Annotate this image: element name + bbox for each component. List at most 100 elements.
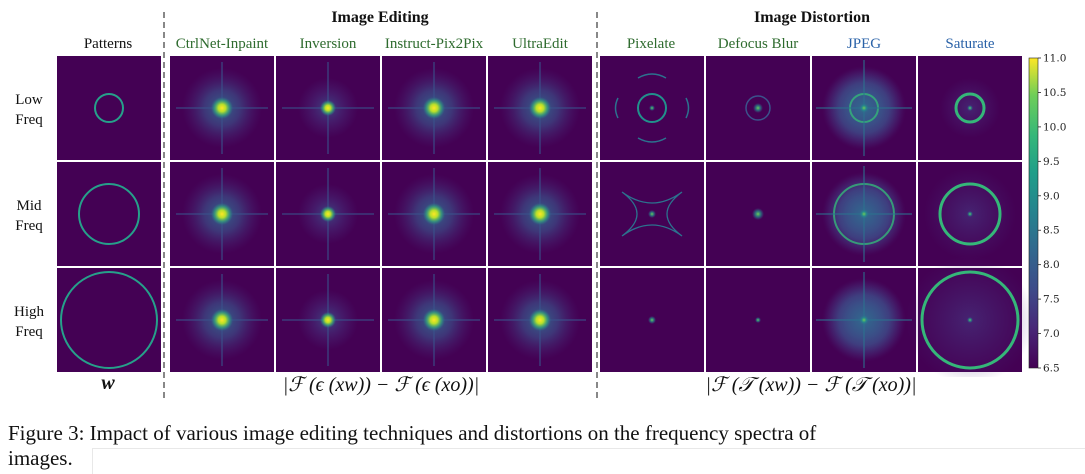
spectrum-dot [859, 103, 869, 113]
spectrum-peak [423, 203, 445, 225]
caption-line1: Figure 3: Impact of various image editin… [8, 421, 817, 445]
spectrum-ring [920, 270, 1020, 370]
spectrum-ring [637, 93, 667, 123]
panel-jpeg-high-freq [812, 268, 916, 372]
colorbar-tick-label: 7.5 [1043, 294, 1060, 306]
row-label-line2: Freq [15, 112, 43, 128]
caption-line2: images. [8, 446, 73, 470]
panel-ctrlnet-inpaint-low-freq [170, 56, 274, 160]
spectrum-dot [859, 209, 869, 219]
column-label-instruct-pix2pix: Instruct-Pix2Pix [384, 36, 484, 52]
row-label-mid-freq: Mid Freq [4, 196, 54, 236]
pattern-ring [60, 271, 158, 369]
spectrum-dot [648, 210, 656, 218]
panel-pixelate-low-freq [600, 56, 704, 160]
formula-editing: |ℱ (ϵ (xw)) − ℱ (ϵ (xo))| [282, 374, 480, 396]
spectrum-dot [753, 103, 763, 113]
group-title-editing: Image Editing [331, 9, 429, 26]
row-label-line1: Mid [16, 198, 42, 214]
separator-editing-distortion [596, 12, 598, 398]
formula-patterns: w [101, 372, 115, 394]
panel-pixelate-high-freq [600, 268, 704, 372]
panel-background [57, 162, 161, 266]
panel-defocus-blur-mid-freq [706, 162, 810, 266]
panel-jpeg-low-freq [812, 56, 916, 160]
row-label-line1: High [14, 304, 44, 320]
panel-patterns-low-freq [57, 56, 161, 160]
alias-arc-bottom [637, 137, 667, 143]
alias-arc-top [637, 73, 667, 79]
colorbar-tick-label: 9.5 [1043, 156, 1060, 168]
spectrum-peak [423, 97, 445, 119]
panel-instruct-pix2pix-low-freq [382, 56, 486, 160]
panel-saturate-low-freq [918, 56, 1022, 160]
panel-ctrlnet-inpaint-high-freq [170, 268, 274, 372]
spectrum-dot [752, 208, 764, 220]
colorbar-tick-label: 6.5 [1043, 363, 1060, 373]
caption-occluder [92, 448, 1085, 474]
column-label-pixelate: Pixelate [626, 36, 676, 52]
panel-saturate-high-freq [906, 256, 1030, 377]
spectrum-peak [423, 309, 445, 331]
colorbar: 11.0 10.5 10.0 9.5 9.0 8.5 8.0 7.5 7.0 6.5 [1028, 53, 1066, 373]
row-label-low-freq: Low Freq [4, 90, 54, 130]
panel-ultraedit-mid-freq [488, 162, 592, 266]
column-label-patterns: Patterns [83, 36, 133, 52]
column-label-saturate: Saturate [945, 36, 995, 52]
spectrum-peak [320, 100, 336, 116]
spectrum-dot [967, 317, 973, 323]
panel-defocus-blur-low-freq [706, 56, 810, 160]
separator-patterns-editing [163, 12, 165, 398]
alias-arc-right [685, 97, 690, 119]
spectrum-panel-grid [57, 56, 1030, 377]
spectrum-peak [529, 309, 551, 331]
panel-inversion-mid-freq [276, 162, 380, 266]
spectrum-dot [859, 315, 869, 325]
formula-distortion: |ℱ (𝒯 (xw)) − ℱ (𝒯 (xo))| [705, 374, 917, 396]
pattern-ring [94, 93, 124, 123]
panel-background [57, 268, 161, 372]
colorbar-tick-label: 8.5 [1043, 225, 1060, 237]
spectrum-dot [755, 317, 761, 323]
alias-arc-left [614, 97, 619, 119]
colorbar-tick-label: 11.0 [1043, 53, 1066, 65]
spectrum-peak [529, 97, 551, 119]
panel-defocus-blur-high-freq [706, 268, 810, 372]
spectrum-peak [320, 312, 336, 328]
panel-instruct-pix2pix-high-freq [382, 268, 486, 372]
alias-star [621, 191, 683, 237]
column-label-ultraedit: UltraEdit [512, 36, 568, 52]
spectrum-dot [648, 316, 656, 324]
colorbar-tick-label: 10.0 [1043, 121, 1066, 133]
row-label-high-freq: High Freq [4, 302, 54, 342]
spectrum-peak [529, 203, 551, 225]
row-label-line2: Freq [15, 218, 43, 234]
spectrum-peak [211, 309, 233, 331]
spectrum-ring [938, 182, 1002, 246]
figure-caption: Figure 3: Impact of various image editin… [8, 421, 1083, 471]
panel-background [57, 56, 161, 160]
panel-inversion-high-freq [276, 268, 380, 372]
column-label-ctrlnet-inpaint: CtrlNet-Inpaint [175, 36, 269, 52]
spectrum-peak [211, 203, 233, 225]
pattern-ring [78, 183, 140, 245]
colorbar-gradient [1028, 57, 1039, 369]
group-title-distortion: Image Distortion [754, 9, 870, 26]
spectrum-dot [649, 105, 655, 111]
spectrum-dot [967, 211, 973, 217]
spectrum-ring [745, 95, 771, 121]
panel-jpeg-mid-freq [812, 162, 916, 266]
panel-patterns-mid-freq [57, 162, 161, 266]
panel-ultraedit-high-freq [488, 268, 592, 372]
colorbar-tick-label: 8.0 [1043, 259, 1060, 271]
column-label-inversion: Inversion [299, 36, 357, 52]
panel-saturate-mid-freq [918, 162, 1022, 266]
column-label-jpeg: JPEG [846, 36, 882, 52]
row-label-line2: Freq [15, 324, 43, 340]
panel-pixelate-mid-freq [600, 162, 704, 266]
panel-patterns-high-freq [57, 268, 161, 372]
colorbar-tick-label: 10.5 [1043, 87, 1066, 99]
spectrum-ring [954, 92, 986, 124]
panel-inversion-low-freq [276, 56, 380, 160]
column-label-defocus-blur: Defocus Blur [717, 36, 799, 52]
